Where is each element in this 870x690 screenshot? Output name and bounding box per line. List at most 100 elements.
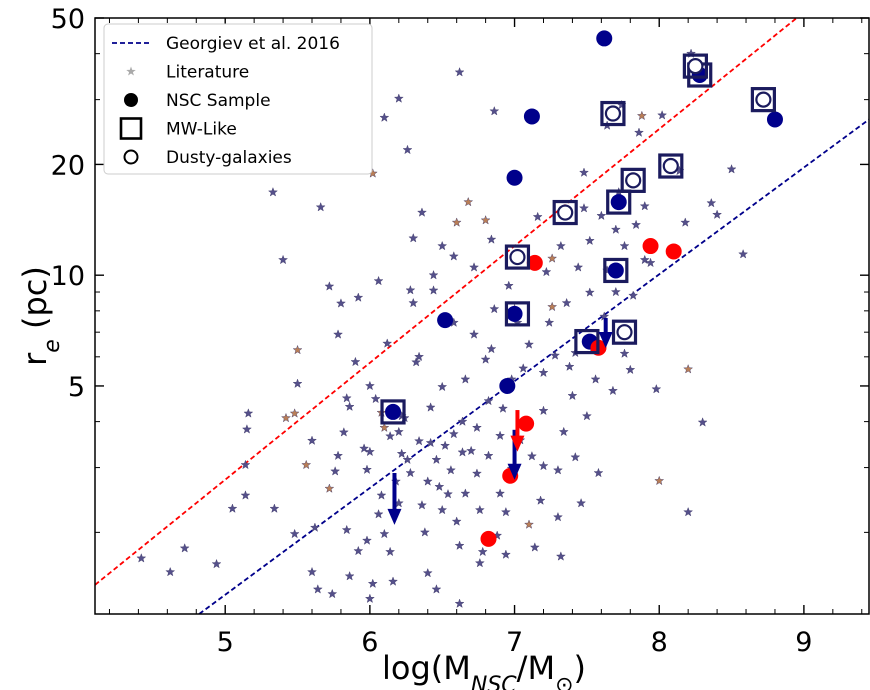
mw-like-square — [620, 167, 646, 193]
literature-star — [454, 598, 465, 608]
literature-star — [680, 217, 691, 227]
upper-limit-arrow-head — [387, 508, 402, 525]
literature-star — [483, 395, 494, 406]
literature-star — [243, 408, 254, 418]
nsc-point-blue — [607, 262, 624, 279]
literature-star — [402, 454, 413, 464]
mw-dusty-markers — [380, 53, 776, 425]
literature-star — [576, 498, 587, 508]
literature-star — [460, 488, 471, 498]
literature-star — [359, 443, 370, 453]
literature-star — [451, 516, 462, 526]
x-axis-label-end: ) — [574, 649, 586, 687]
literature-star — [619, 348, 630, 358]
literature-star — [532, 211, 543, 222]
literature-star — [437, 240, 448, 251]
literature-star — [301, 459, 312, 470]
literature-star — [472, 468, 482, 478]
nsc-point-blue — [385, 403, 402, 420]
literature-star — [373, 509, 384, 519]
mw-like-square — [552, 199, 578, 226]
literature-star — [385, 431, 396, 441]
literature-star — [607, 385, 618, 396]
mw-like-square — [380, 399, 406, 425]
y-tick-label: 5 — [68, 372, 85, 403]
literature-star — [547, 301, 558, 312]
literature-star — [333, 329, 343, 339]
literature-star — [457, 416, 468, 426]
literature-star — [393, 93, 404, 103]
dusty-galaxy-circle — [616, 324, 633, 341]
literature-star — [486, 234, 497, 244]
literature-star — [486, 343, 497, 354]
fit-line-georgiev-fit — [198, 118, 869, 614]
upper-limit-arrow-head — [507, 463, 522, 480]
nsc-point-red — [665, 243, 682, 260]
literature-star — [408, 297, 419, 308]
x-axis-label: log(MNSC/M⊙) — [382, 649, 586, 690]
dusty-galaxy-circle — [625, 172, 642, 189]
literature-star — [448, 428, 459, 439]
literature-star — [538, 460, 549, 471]
literature-star — [634, 127, 644, 137]
literature-star — [625, 364, 636, 375]
literature-star — [414, 351, 424, 362]
literature-star — [469, 329, 479, 339]
fit-line-red-dashed — [95, 18, 798, 586]
literature-star — [584, 287, 595, 297]
literature-star — [445, 465, 456, 475]
literature-star — [425, 402, 436, 412]
literature-star — [535, 495, 546, 505]
literature-star — [419, 527, 430, 537]
literature-star — [428, 270, 439, 280]
literature-star — [315, 202, 326, 212]
literature-star — [553, 511, 563, 522]
literature-star — [292, 378, 303, 388]
literature-star — [136, 553, 147, 563]
literature-star — [738, 249, 749, 259]
literature-star — [240, 490, 251, 500]
literature-star — [227, 503, 238, 513]
literature-star — [619, 240, 630, 251]
literature-star — [683, 364, 694, 374]
mw-like-square — [682, 53, 708, 79]
literature-star — [460, 374, 471, 384]
upper-limit-arrow-head — [510, 435, 525, 452]
literature-star — [309, 522, 320, 532]
literature-star — [292, 344, 303, 355]
literature-star — [498, 403, 508, 413]
y-axis-label: re (pc) — [16, 266, 65, 366]
literature-star — [726, 164, 737, 174]
x-tick-label: 7 — [506, 627, 523, 658]
nsc-point-red — [518, 415, 535, 432]
literature-star — [278, 254, 289, 265]
dusty-galaxy-circle — [755, 91, 772, 108]
literature-star — [654, 475, 665, 486]
literature-star — [584, 235, 595, 246]
x-tick-label: 6 — [361, 627, 378, 658]
literature-star — [344, 401, 355, 411]
legend-label-georgiev: Georgiev et al. 2016 — [166, 34, 340, 54]
literature-star — [567, 390, 578, 401]
literature-star — [333, 450, 343, 460]
literature-star — [683, 506, 694, 517]
literature-star — [341, 393, 352, 403]
mw-like-square — [611, 319, 638, 345]
literature-star — [651, 383, 662, 394]
upper-limit-arrow-head — [598, 332, 613, 349]
y-axis-label-sub: e — [40, 339, 65, 353]
literature-star — [639, 254, 650, 265]
literature-star — [547, 253, 558, 263]
literature-star — [312, 584, 323, 594]
literature-star — [324, 483, 335, 493]
literature-star — [558, 426, 569, 437]
y-tick-label: 20 — [51, 150, 85, 181]
literature-star — [573, 262, 584, 272]
literature-star — [269, 503, 280, 513]
x-tick-label: 9 — [795, 627, 812, 658]
literature-star — [451, 217, 462, 227]
literature-star — [526, 451, 537, 461]
nsc-point-blue — [506, 169, 523, 186]
literature-star — [341, 524, 352, 535]
